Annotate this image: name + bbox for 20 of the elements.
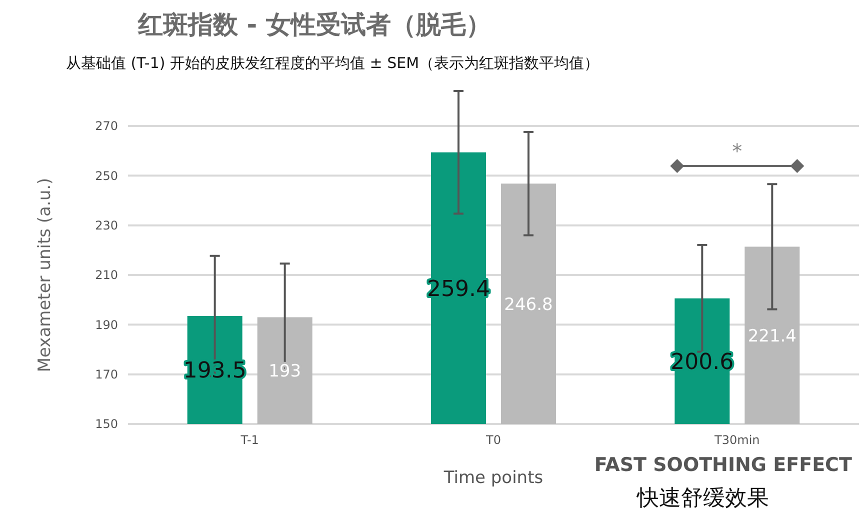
annotation: * (732, 139, 742, 163)
x-tick-label: T-1 (240, 433, 259, 447)
y-axis-title: Mexameter units (a.u.) (35, 178, 55, 372)
text: 快速舒缓效果 (636, 486, 770, 511)
y-tick-label: 190 (95, 318, 118, 332)
data-label: 193 (268, 362, 302, 382)
y-tick-label: 150 (95, 417, 118, 432)
y-tick-label: 250 (95, 168, 118, 183)
y-tick-label: 230 (95, 218, 118, 233)
x-tick-label: T30min (714, 433, 760, 447)
y-tick-label: 170 (95, 368, 118, 382)
x-axis-title: Time points (442, 468, 544, 488)
y-tick-label: 270 (95, 119, 118, 134)
x-tick-label: T0 (485, 433, 501, 447)
chart-title: 红斑指数 - 女性受试者（脱毛） (137, 10, 491, 39)
y-tick-label: 210 (95, 268, 118, 282)
text: FAST SOOTHING EFFECT (594, 454, 852, 476)
data-label: 221.4 (748, 326, 797, 346)
data-label: 246.8 (504, 294, 553, 315)
chart-subtitle: 从基础值 (T-1) 开始的皮肤发红程度的平均值 ± SEM（表示为红斑指数平均值） (66, 54, 600, 72)
